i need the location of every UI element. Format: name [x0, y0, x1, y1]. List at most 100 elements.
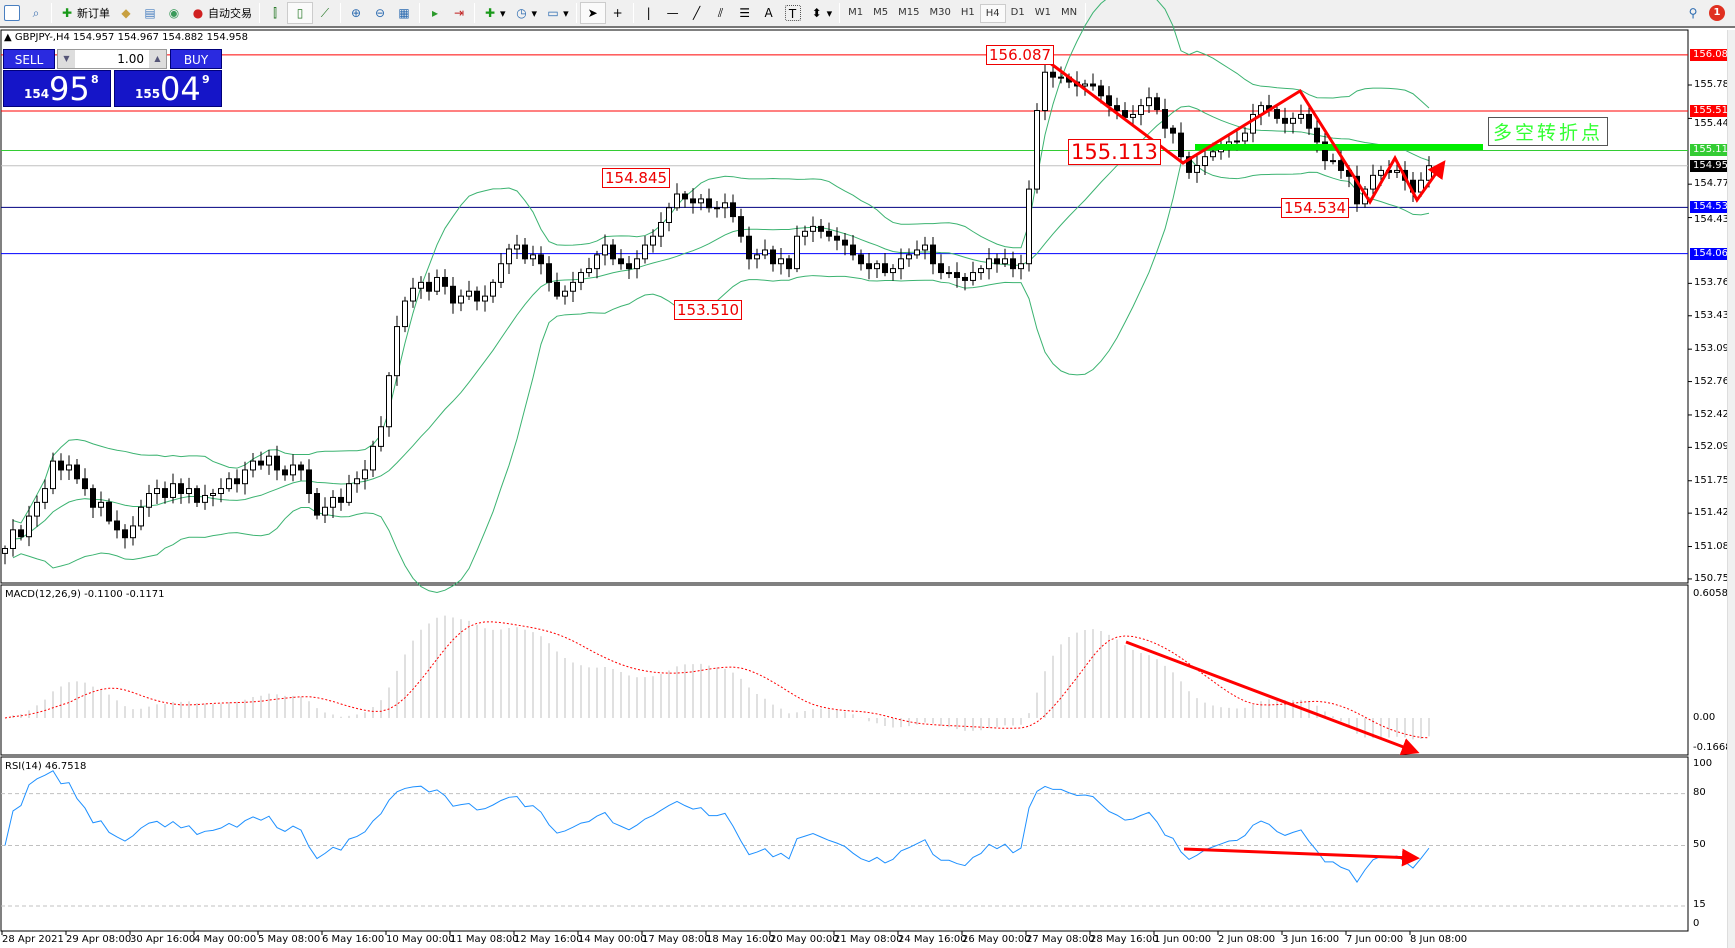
rsi-pane-border	[0, 756, 1689, 932]
candle-bull	[370, 445, 376, 471]
timeframe-m1[interactable]: M1	[848, 6, 864, 18]
candle-bull	[202, 494, 208, 503]
candle-bear	[1314, 127, 1320, 143]
candle-bull	[1370, 174, 1376, 190]
time-axis-label: 17 May 08:00	[642, 934, 711, 945]
timeframe-m15[interactable]: M15	[898, 6, 920, 18]
auto-trading-button[interactable]: ● 自动交易	[186, 2, 256, 24]
lot-size-stepper[interactable]: ▼ 1.00 ▲	[57, 49, 167, 69]
candle-bull	[218, 488, 224, 495]
candle-bear	[274, 455, 280, 471]
notification-button[interactable]: 1	[1705, 2, 1729, 24]
candle-bull	[1058, 76, 1064, 79]
lot-size-value[interactable]: 1.00	[117, 52, 144, 66]
text-button[interactable]: A	[757, 2, 781, 24]
annotation-range-high[interactable]: 154.845	[602, 168, 671, 188]
candle-bear	[1114, 105, 1120, 112]
time-axis-label: 10 May 00:00	[386, 934, 455, 945]
candle-bull	[26, 515, 32, 538]
crosshair-button[interactable]: +	[606, 2, 630, 24]
price-axis-tick: 154.770	[1694, 178, 1735, 190]
toolbar-separator	[839, 3, 841, 23]
price-axis-tick: 155.780	[1694, 79, 1735, 90]
collapse-triangle-icon[interactable]: ▲	[4, 32, 15, 43]
text-label-button[interactable]: T	[781, 2, 805, 24]
timeframe-m30[interactable]: M30	[929, 6, 951, 18]
trendline-button[interactable]: ╱	[685, 2, 709, 24]
candle-bear	[1162, 109, 1168, 129]
auto-scroll-icon: ▸	[431, 6, 439, 20]
horizontal-line-button[interactable]: —	[661, 2, 685, 24]
candle-bull	[1298, 113, 1304, 119]
candle-bear	[114, 520, 120, 531]
bar-chart-button[interactable]: ⫿	[263, 2, 287, 24]
text-icon: A	[764, 6, 773, 20]
candle-bull	[602, 244, 608, 256]
line-price-label: 154.063	[1690, 247, 1734, 260]
timeframe-mn[interactable]: MN	[1060, 6, 1078, 18]
candle-bull	[1290, 117, 1296, 124]
fibonacci-button[interactable]: ☰	[733, 2, 757, 24]
time-axis-label: 29 Apr 08:00	[66, 934, 132, 945]
channel-button[interactable]: ⫽	[709, 2, 733, 24]
zoom-in-button[interactable]: ⊕	[344, 2, 368, 24]
timeframe-h4[interactable]: H4	[979, 3, 1006, 23]
candle-bear	[1178, 132, 1184, 158]
price-axis-tick: 152.420	[1694, 408, 1735, 420]
zoom-out-button[interactable]: ⊖	[368, 2, 392, 24]
symbol-info: ▲ GBPJPY-,H4 154.957 154.967 154.882 154…	[4, 32, 248, 43]
ask-price[interactable]: 155 04 9	[114, 70, 222, 107]
annotation-pivot[interactable]: 155.113	[1068, 139, 1161, 165]
annotation-range-low[interactable]: 153.510	[674, 300, 743, 320]
new-order-button[interactable]: ✚ 新订单	[55, 2, 114, 24]
buy-button[interactable]: BUY	[170, 49, 222, 69]
cursor-button[interactable]: ➤	[579, 2, 606, 24]
signals-button[interactable]: ◉	[162, 2, 186, 24]
candle-bull	[210, 493, 216, 496]
candle-bull	[186, 488, 192, 495]
candle-bull	[1330, 160, 1336, 163]
profiles-button[interactable]: ⌕	[24, 2, 48, 24]
candle-bear	[1154, 97, 1160, 111]
indicators-button[interactable]: ✚ ▾	[478, 2, 510, 24]
pivot-callout[interactable]: 多空转折点	[1488, 117, 1609, 146]
candle-bull	[394, 326, 400, 377]
timeframe-w1[interactable]: W1	[1034, 6, 1051, 18]
navigator-button[interactable]: ▤	[138, 2, 162, 24]
search-button[interactable]: ⚲	[1681, 2, 1705, 24]
periods-button[interactable]: ◷ ▾	[510, 2, 542, 24]
templates-button[interactable]: ▭ ▾	[541, 2, 573, 24]
candle-bear	[314, 493, 320, 516]
candle-bull	[674, 193, 680, 209]
candle-bear	[306, 469, 312, 495]
timeframe-d1[interactable]: D1	[1010, 6, 1025, 18]
lot-increase-button[interactable]: ▲	[149, 50, 166, 68]
chart-shift-button[interactable]: ⇥	[447, 2, 471, 24]
line-chart-button[interactable]: ⟋	[313, 2, 337, 24]
lot-decrease-button[interactable]: ▼	[58, 50, 75, 68]
metaeditor-button[interactable]: ◆	[114, 2, 138, 24]
time-axis-label: 28 May 16:00	[1090, 934, 1159, 945]
annotation-low[interactable]: 154.534	[1281, 198, 1350, 218]
new-chart-button[interactable]	[0, 2, 24, 24]
toolbar-separator	[1085, 3, 1087, 23]
bollinger-middle-band	[12, 105, 1430, 540]
timeframe-m5[interactable]: M5	[873, 6, 889, 18]
auto-scroll-button[interactable]: ▸	[423, 2, 447, 24]
bid-price[interactable]: 154 95 8	[3, 70, 111, 107]
annotation-high[interactable]: 156.087	[986, 45, 1055, 65]
arrows-button[interactable]: ⬍ ▾	[805, 2, 837, 24]
candle-bull	[386, 375, 392, 428]
main-pane-border	[0, 29, 1689, 584]
vertical-line-button[interactable]: |	[637, 2, 661, 24]
toolbar-separator	[632, 3, 634, 23]
candle-bear	[282, 469, 288, 476]
macd-divergence-arrow	[1125, 640, 1420, 756]
tile-windows-button[interactable]: ▦	[392, 2, 416, 24]
sell-button[interactable]: SELL	[3, 49, 55, 69]
new-order-icon: ✚	[61, 6, 73, 20]
candle-bear	[1170, 127, 1176, 134]
candlestick-button[interactable]: ▯	[287, 2, 313, 24]
timeframe-h1[interactable]: H1	[960, 6, 975, 18]
